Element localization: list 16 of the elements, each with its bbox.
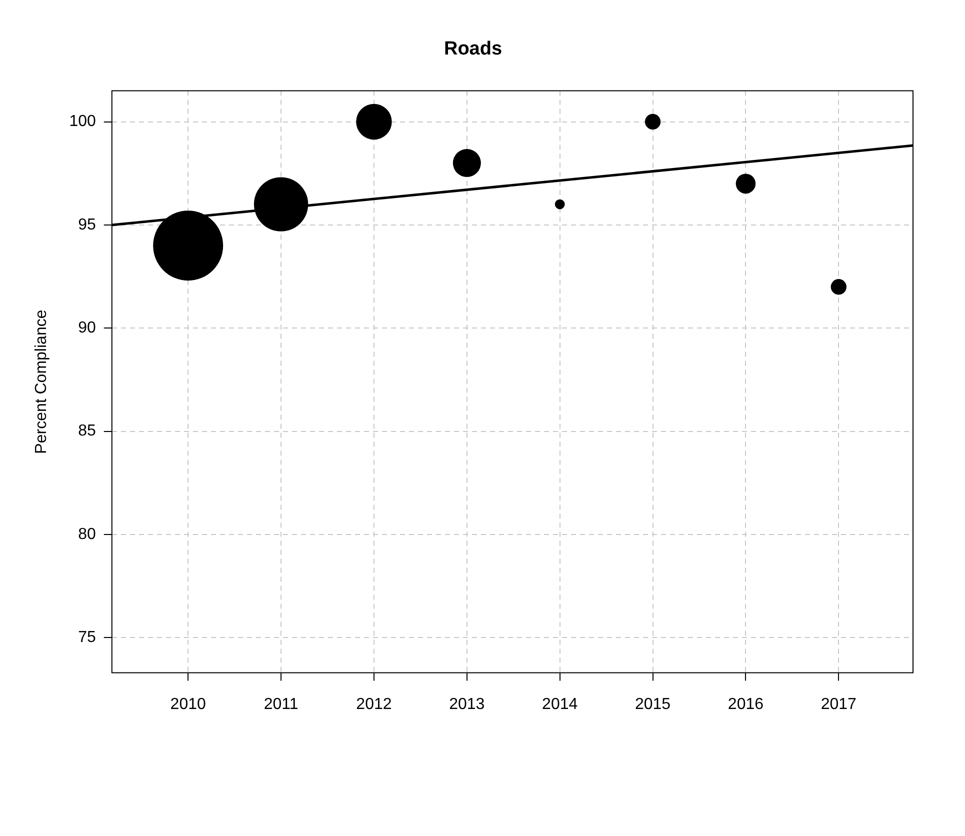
y-tick-label: 85: [78, 422, 96, 440]
x-tick-label: 2016: [728, 696, 764, 713]
x-tick-label: 2010: [170, 696, 206, 713]
y-axis-title: Percent Compliance: [33, 310, 50, 454]
chart-title: Roads: [444, 38, 502, 60]
x-tick-label: 2017: [820, 696, 857, 713]
y-tick-label: 75: [78, 629, 96, 646]
y-tick-label: 95: [78, 216, 96, 234]
y-tick-label: 90: [78, 320, 96, 337]
y-tick-label: 100: [69, 113, 96, 130]
x-tick-label: 2015: [634, 696, 671, 713]
x-tick-label: 2011: [264, 696, 298, 713]
x-tick-label: 2012: [356, 696, 392, 713]
y-tick-label: 80: [78, 526, 96, 543]
x-tick-label: 2014: [542, 696, 578, 713]
x-tick-label: 2013: [449, 696, 485, 713]
